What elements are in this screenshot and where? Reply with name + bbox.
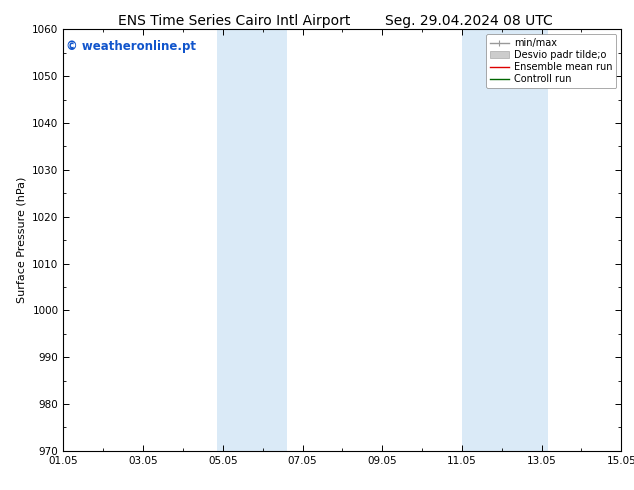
Text: © weatheronline.pt: © weatheronline.pt: [66, 40, 196, 53]
Text: ENS Time Series Cairo Intl Airport: ENS Time Series Cairo Intl Airport: [119, 14, 351, 28]
Bar: [217, 29, 287, 451]
Text: Seg. 29.04.2024 08 UTC: Seg. 29.04.2024 08 UTC: [385, 14, 553, 28]
Legend: min/max, Desvio padr tilde;o, Ensemble mean run, Controll run: min/max, Desvio padr tilde;o, Ensemble m…: [486, 34, 616, 88]
Bar: [462, 29, 548, 451]
Y-axis label: Surface Pressure (hPa): Surface Pressure (hPa): [16, 177, 27, 303]
